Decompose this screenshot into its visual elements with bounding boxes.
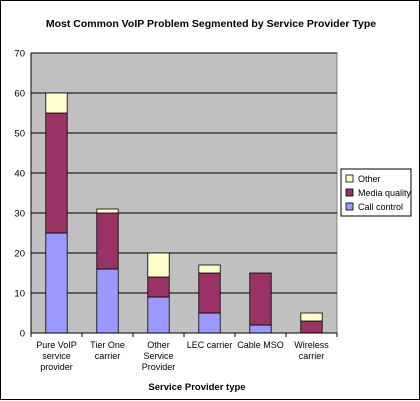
bar-segment	[45, 232, 68, 334]
chart-title: Most Common VoIP Problem Segmented by Se…	[46, 18, 376, 30]
legend: Other Media quality Call control	[340, 168, 412, 217]
bar-segment	[45, 92, 68, 114]
bar-segment	[249, 324, 272, 334]
legend-label: Media quality	[358, 188, 412, 198]
bar-segment	[300, 312, 323, 322]
y-axis-ticks: 0 10 20 30 40 50 60 70	[14, 49, 337, 340]
x-category-label: Tier One carrier	[90, 340, 125, 361]
x-category-label: Cable MSO	[237, 340, 284, 350]
gridlines	[31, 52, 337, 294]
y-tick-label: 20	[14, 249, 25, 260]
bar-segment	[300, 320, 323, 334]
bar-segment	[198, 272, 221, 314]
x-category-label: Wireless carrier	[294, 340, 329, 361]
bar-segment	[147, 276, 170, 298]
legend-label: Call control	[358, 202, 403, 212]
x-category-label: Pure VoIP service provider	[36, 340, 77, 372]
y-tick-label: 10	[14, 289, 25, 300]
bar-segment	[198, 264, 221, 274]
y-tick-label: 30	[14, 209, 25, 220]
x-axis-label: Service Provider type	[148, 382, 245, 393]
bars	[30, 92, 338, 337]
x-category-label: LEC carrier	[187, 340, 233, 350]
bar-segment	[249, 272, 272, 326]
bar-segment	[96, 268, 119, 334]
y-tick-label: 50	[14, 129, 25, 140]
y-tick-label: 40	[14, 169, 25, 180]
bar-segment	[45, 112, 68, 234]
y-tick-label: 70	[14, 49, 25, 60]
x-category-label: Other Service Provider	[142, 340, 176, 372]
legend-label: Other	[358, 174, 381, 184]
legend-swatch	[345, 202, 354, 211]
y-tick-label: 0	[20, 329, 25, 340]
bar-segment	[147, 252, 170, 278]
bar-segment	[147, 296, 170, 334]
bar-segment	[96, 208, 119, 214]
x-axis-categories: Pure VoIP service provider Tier One carrier O…	[36, 340, 329, 372]
y-tick-label: 60	[14, 89, 25, 100]
legend-swatch	[345, 174, 354, 183]
legend-swatch	[345, 188, 354, 197]
bar-segment	[96, 212, 119, 270]
bar-segment	[198, 312, 221, 334]
plot-area	[30, 52, 338, 334]
